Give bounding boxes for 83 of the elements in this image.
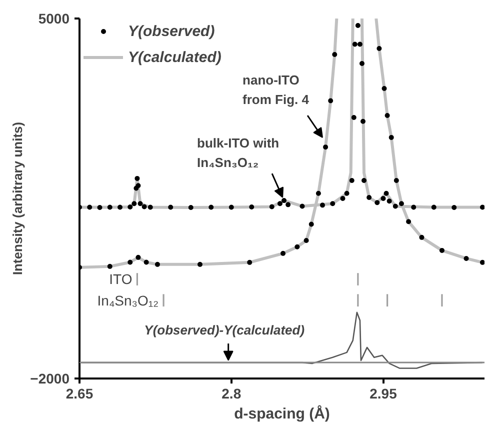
point (308, 222, 314, 227)
point (286, 202, 291, 208)
y-tick-label: 5000 (38, 10, 70, 26)
point (154, 262, 160, 267)
point (357, 42, 362, 47)
point (107, 204, 112, 210)
series-label: ITO (109, 271, 132, 288)
point (97, 205, 102, 210)
point (128, 204, 133, 210)
x-tick-label: 2.8 (222, 386, 242, 402)
point (382, 86, 387, 91)
point (128, 260, 133, 265)
x-axis-title: d-spacing (Å) (234, 404, 330, 422)
point (411, 204, 416, 210)
point (282, 198, 287, 204)
point (452, 205, 457, 210)
point (362, 178, 367, 183)
point (304, 238, 309, 243)
point (132, 201, 137, 206)
point (280, 250, 286, 256)
point (464, 256, 469, 261)
point (197, 262, 202, 267)
point (188, 205, 194, 210)
point (138, 201, 143, 206)
point (406, 219, 412, 224)
point (323, 144, 328, 150)
point (328, 98, 334, 104)
point (351, 115, 356, 120)
point (349, 178, 354, 183)
point (352, 42, 358, 47)
point (332, 52, 338, 57)
annotation: bulk-ITO with In₄Sn₃O₁₂ (197, 136, 280, 170)
point (87, 204, 92, 210)
point (320, 202, 325, 208)
point (294, 244, 300, 250)
point (388, 134, 394, 140)
point (398, 201, 404, 206)
point (380, 196, 386, 201)
point (142, 204, 147, 210)
point (148, 204, 153, 210)
point (300, 204, 305, 209)
point (249, 204, 254, 210)
point (277, 201, 282, 206)
point (360, 118, 366, 124)
point (394, 178, 399, 183)
point (376, 46, 382, 51)
y-axis-title: Intensity (arbitrary units) (10, 122, 26, 276)
point (386, 198, 392, 204)
annotation: nano-ITO from Fig. 4 (242, 72, 310, 107)
legend-label: Y(calculated) (128, 48, 222, 66)
point (480, 204, 484, 210)
point (118, 204, 122, 210)
point (269, 204, 274, 210)
point (384, 113, 390, 118)
point (136, 254, 141, 260)
legend-label: Y(observed) (128, 22, 215, 40)
point (366, 194, 372, 200)
point (374, 200, 380, 206)
point (316, 190, 321, 196)
point (355, 23, 360, 28)
x-tick-label: 2.95 (370, 386, 398, 402)
point (439, 248, 444, 253)
point (144, 260, 149, 265)
point (340, 196, 346, 201)
point (344, 190, 350, 196)
point (419, 234, 424, 240)
point (480, 260, 484, 265)
point (392, 204, 398, 209)
point (107, 264, 112, 269)
x-tick-label: 2.65 (66, 386, 94, 402)
point (431, 204, 436, 210)
point (330, 201, 336, 206)
point (384, 190, 389, 196)
point (208, 204, 214, 210)
point (168, 204, 174, 210)
point (134, 176, 140, 181)
series-label: In₄Sn₃O₁₂ (97, 292, 159, 308)
point (247, 260, 252, 265)
y-tick-label: −2000 (30, 370, 70, 386)
point (228, 204, 234, 210)
point (359, 61, 364, 66)
point (136, 183, 141, 188)
annotation: Y(observed)-Y(calculated) (144, 322, 305, 338)
